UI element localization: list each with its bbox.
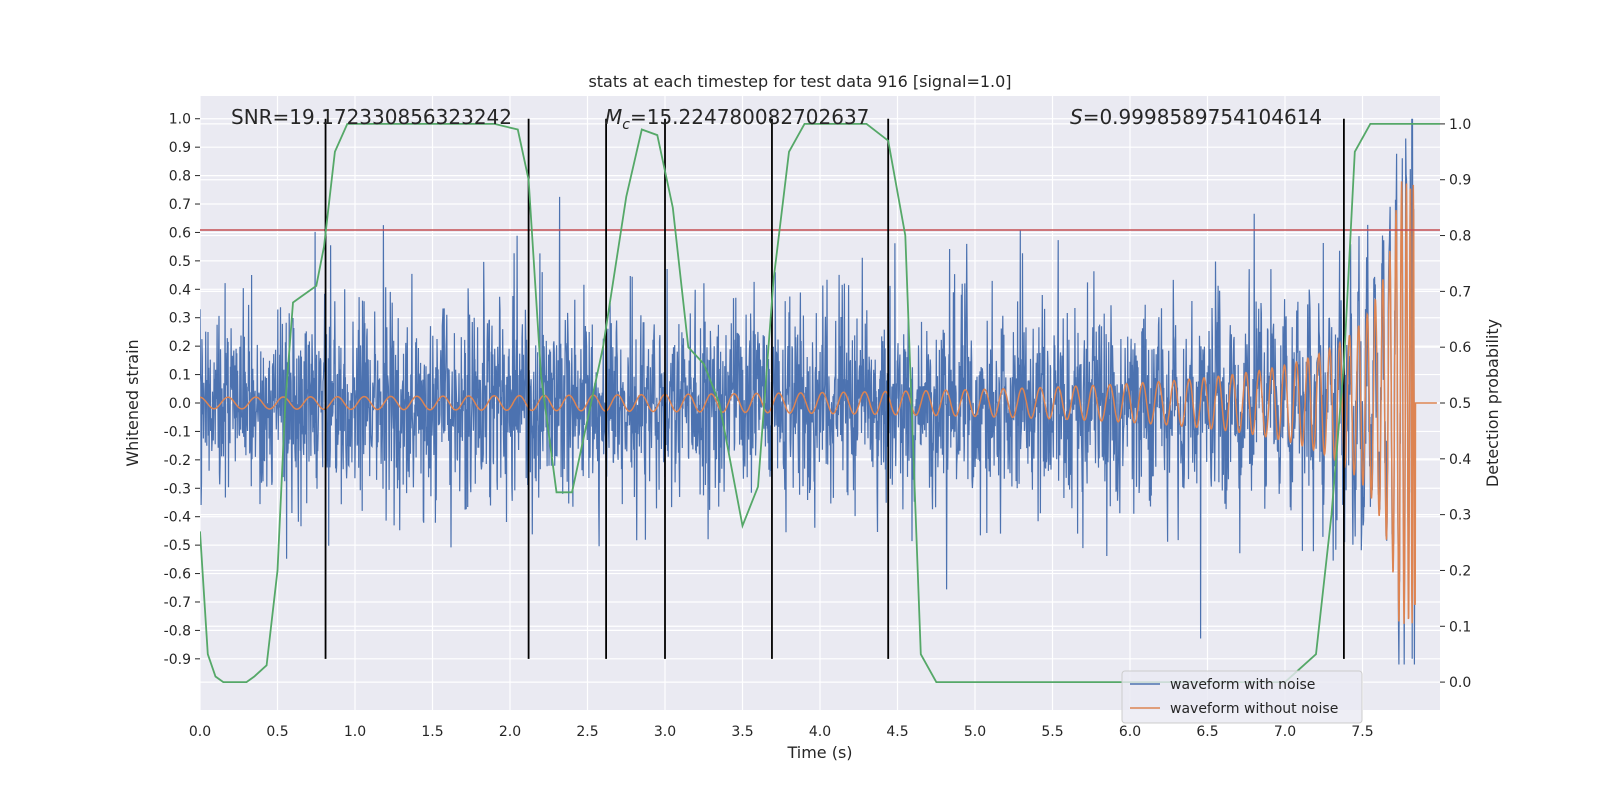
series-detection-probability — [200, 123, 1440, 683]
y2-tick-label: 0.3 — [1449, 508, 1471, 524]
x-tick-label: 4.5 — [886, 724, 908, 740]
y-tick-label: -0.7 — [164, 595, 191, 611]
y2-tick-label: 0.2 — [1449, 563, 1471, 579]
y2-tick-label: 0.0 — [1449, 675, 1471, 691]
y-tick-label: -0.6 — [164, 567, 191, 583]
y-tick-label: 0.3 — [169, 311, 191, 327]
plot-area — [200, 118, 1440, 683]
x-axis-ticks: 0.0 0.5 1.0 1.5 2.0 2.5 3.0 3.5 4.0 4.5 5.0 5.5 6.0 6… — [189, 724, 1374, 740]
x-tick-label: 5.5 — [1041, 724, 1063, 740]
mc-symbol: M — [605, 105, 622, 129]
y-tick-label: -0.1 — [164, 424, 191, 440]
s-value: =0.9998589754104614 — [1083, 105, 1322, 129]
y-tick-label: 0.7 — [169, 197, 191, 213]
y2-tick-label: 0.9 — [1449, 173, 1471, 189]
x-tick-label: 3.5 — [731, 724, 753, 740]
y-tick-label: 0.4 — [169, 282, 191, 298]
y-tick-label: 0.9 — [169, 140, 191, 156]
y-tick-label: 0.0 — [169, 396, 191, 412]
y-tick-label: -0.9 — [164, 652, 191, 668]
y-tick-label: 0.5 — [169, 254, 191, 270]
y2-axis-label: Detection probability — [1483, 319, 1502, 487]
snr-annotation: SNR=19.172330856323242 — [231, 105, 512, 129]
x-tick-label: 7.0 — [1274, 724, 1296, 740]
mc-annotation: Mc=15.224780082702637 — [605, 105, 869, 133]
legend: waveform with noise waveform without noi… — [1121, 670, 1363, 724]
legend-label-noise: waveform with noise — [1170, 677, 1315, 693]
mc-value: =15.224780082702637 — [630, 105, 869, 129]
s-annotation: S=0.9998589754104614 — [1070, 105, 1322, 129]
x-tick-label: 4.0 — [809, 724, 831, 740]
y-axis-ticks: 1.0 0.9 0.8 0.7 0.6 0.5 0.4 0.3 0.2 0.1 0.0 -0.1 -0.… — [164, 112, 200, 668]
x-tick-label: 2.5 — [576, 724, 598, 740]
y-tick-label: -0.4 — [164, 510, 191, 526]
y-tick-label: 0.6 — [169, 225, 191, 241]
y2-tick-label: 0.4 — [1449, 452, 1471, 468]
y-axis-label: Whitened strain — [123, 339, 142, 466]
y-tick-label: -0.2 — [164, 453, 191, 469]
x-tick-label: 6.5 — [1196, 724, 1218, 740]
series-waveform-with-noise — [200, 118, 1416, 665]
x-tick-label: 5.0 — [964, 724, 986, 740]
x-axis-label: Time (s) — [786, 743, 852, 762]
y2-tick-label: 0.5 — [1449, 396, 1471, 412]
x-tick-label: 3.0 — [654, 724, 676, 740]
y2-axis-ticks: 1.0 0.9 0.8 0.7 0.6 0.5 0.4 0.3 0.2 0.1 0.0 — [1440, 117, 1471, 691]
y-tick-label: 0.8 — [169, 169, 191, 185]
y-tick-label: 0.1 — [169, 368, 191, 384]
y2-tick-label: 0.7 — [1449, 284, 1471, 300]
legend-label-clean: waveform without noise — [1170, 701, 1338, 717]
x-tick-label: 0.0 — [189, 724, 211, 740]
legend-box — [1121, 670, 1363, 724]
y-tick-label: -0.5 — [164, 538, 191, 554]
x-tick-label: 6.0 — [1119, 724, 1141, 740]
grid — [199, 96, 1440, 710]
y2-tick-label: 1.0 — [1449, 117, 1471, 133]
x-tick-label: 0.5 — [266, 724, 288, 740]
y2-tick-label: 0.6 — [1449, 340, 1471, 356]
y2-tick-label: 0.1 — [1449, 619, 1471, 635]
y2-tick-label: 0.8 — [1449, 229, 1471, 245]
y-tick-label: -0.8 — [164, 623, 191, 639]
series-waveform-without-noise — [200, 181, 1437, 624]
x-tick-label: 1.0 — [344, 724, 366, 740]
chart-title: stats at each timestep for test data 916… — [588, 72, 1011, 91]
y-tick-label: 1.0 — [169, 112, 191, 128]
s-symbol: S — [1070, 105, 1083, 129]
x-tick-label: 1.5 — [421, 724, 443, 740]
y-tick-label: -0.3 — [164, 481, 191, 497]
y-tick-label: 0.2 — [169, 339, 191, 355]
x-tick-label: 7.5 — [1351, 724, 1373, 740]
mc-subscript: c — [622, 117, 630, 133]
x-tick-label: 2.0 — [499, 724, 521, 740]
